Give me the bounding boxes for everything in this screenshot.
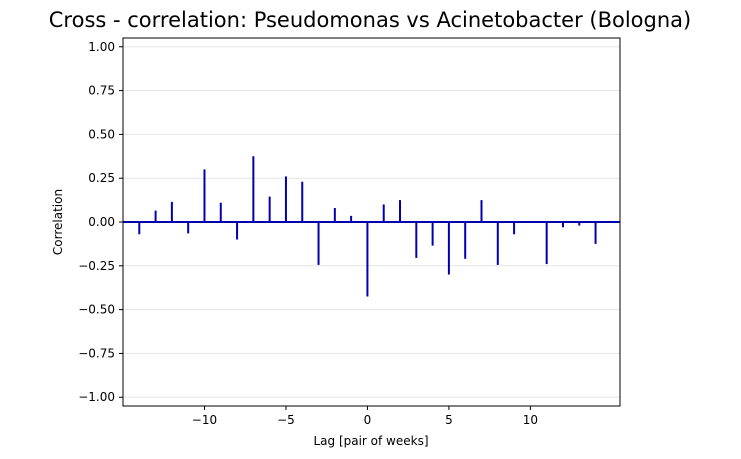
x-axis-label: Lag [pair of weeks] xyxy=(313,434,428,448)
y-tick-label: −0.75 xyxy=(78,346,115,360)
x-tick-label: 0 xyxy=(364,413,372,427)
y-tick-label: 0.75 xyxy=(88,84,115,98)
x-tick-label: 5 xyxy=(445,413,453,427)
y-tick-label: −1.00 xyxy=(78,390,115,404)
x-tick-label: 10 xyxy=(523,413,538,427)
chart-title: Cross - correlation: Pseudomonas vs Acin… xyxy=(49,8,691,32)
y-axis-label: Correlation xyxy=(51,189,65,255)
x-tick-label: −10 xyxy=(192,413,217,427)
y-tick-label: −0.50 xyxy=(78,303,115,317)
x-tick-label: −5 xyxy=(277,413,295,427)
y-tick-label: −0.25 xyxy=(78,259,115,273)
y-axis-ticks: −1.00 −0.75 −0.50 −0.25 0.00 0.25 0.50 0.75 1.00 xyxy=(78,40,123,404)
y-tick-label: 0.50 xyxy=(88,127,115,141)
x-axis-ticks: −10 −5 0 5 10 xyxy=(192,406,538,427)
stems xyxy=(138,156,597,297)
y-tick-label: 1.00 xyxy=(88,40,115,54)
y-tick-label: 0.00 xyxy=(88,215,115,229)
y-tick-label: 0.25 xyxy=(88,171,115,185)
